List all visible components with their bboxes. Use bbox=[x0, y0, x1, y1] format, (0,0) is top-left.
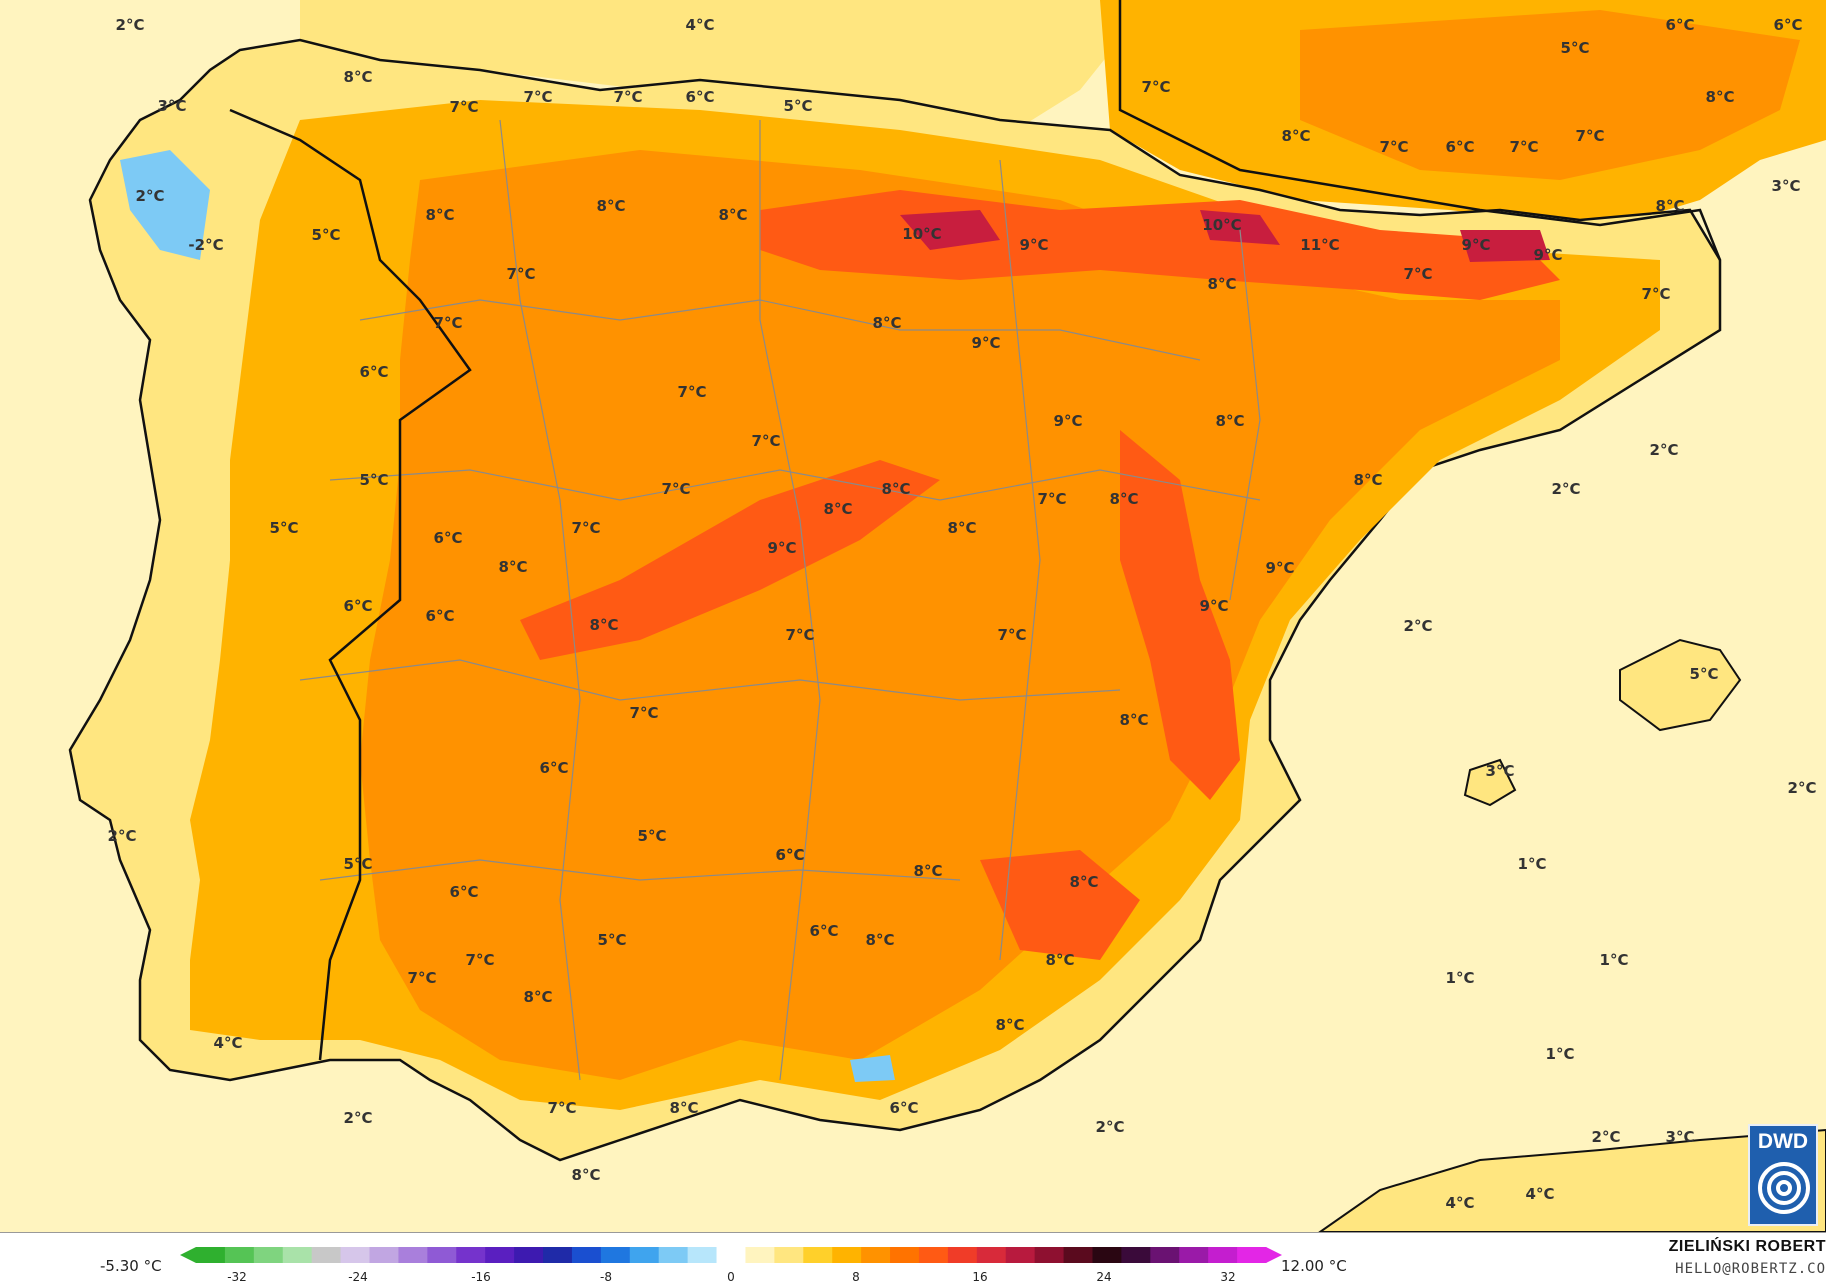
scale-swatch bbox=[224, 1247, 255, 1263]
interior-orange bbox=[360, 150, 1560, 1080]
scale-swatch bbox=[1121, 1247, 1151, 1263]
scale-swatch bbox=[514, 1247, 544, 1263]
north-africa bbox=[1318, 1128, 1826, 1232]
scale-swatch bbox=[427, 1247, 457, 1263]
scale-tick: -16 bbox=[471, 1270, 491, 1284]
hot-core-2 bbox=[1200, 210, 1280, 245]
hot-ridge-south bbox=[980, 850, 1140, 960]
scale-swatch bbox=[687, 1247, 718, 1263]
scale-swatch bbox=[282, 1247, 313, 1263]
hot-core-3 bbox=[1460, 230, 1550, 262]
scale-swatch bbox=[1005, 1247, 1036, 1263]
scale-swatch bbox=[1034, 1247, 1065, 1263]
scale-swatch bbox=[861, 1247, 891, 1263]
hot-ridge-central bbox=[520, 460, 940, 660]
cold-sierra-nevada bbox=[850, 1055, 895, 1082]
scale-swatch bbox=[196, 1247, 226, 1263]
scale-swatch bbox=[890, 1247, 920, 1263]
scale-max-value: 12.00 °C bbox=[1281, 1257, 1347, 1275]
ibiza bbox=[1463, 758, 1517, 807]
scale-tick: 24 bbox=[1096, 1270, 1112, 1284]
scale-swatch bbox=[745, 1247, 775, 1263]
scale-swatch bbox=[1092, 1247, 1122, 1263]
scale-swatch bbox=[976, 1247, 1007, 1263]
author-name: ZIELIŃSKI ROBERT bbox=[1668, 1238, 1826, 1255]
scale-swatch bbox=[311, 1247, 342, 1263]
scale-swatch bbox=[947, 1247, 978, 1263]
scale-tick: 32 bbox=[1220, 1270, 1236, 1284]
scale-swatch bbox=[774, 1247, 804, 1263]
cold-galicia bbox=[120, 150, 210, 260]
scale-swatch bbox=[253, 1247, 284, 1263]
scale-arrow-right bbox=[1266, 1247, 1282, 1263]
scale-min-value: -5.30 °C bbox=[100, 1257, 162, 1275]
scale-swatch bbox=[832, 1247, 862, 1263]
scale-swatch bbox=[485, 1247, 515, 1263]
scale-tick: 0 bbox=[727, 1270, 735, 1284]
france-east-hot bbox=[1300, 10, 1800, 180]
scale-swatch bbox=[571, 1247, 602, 1263]
scale-tick: 8 bbox=[852, 1270, 860, 1284]
scale-tick: 16 bbox=[972, 1270, 988, 1284]
scale-swatch bbox=[716, 1247, 746, 1263]
scale-swatch bbox=[658, 1247, 689, 1263]
hot-ridge-east bbox=[1120, 430, 1240, 800]
mallorca bbox=[1619, 638, 1742, 732]
scale-swatch bbox=[543, 1247, 573, 1263]
scale-arrow-left bbox=[180, 1247, 196, 1263]
scale-tick: -32 bbox=[227, 1270, 247, 1284]
swirl-icon bbox=[1758, 1162, 1810, 1214]
scale-swatch bbox=[1208, 1247, 1238, 1263]
scale-swatch bbox=[600, 1247, 631, 1263]
dwd-logo: DWD bbox=[1748, 1124, 1818, 1226]
scale-swatch bbox=[1179, 1247, 1209, 1263]
scale-swatch bbox=[803, 1247, 833, 1263]
portugal-border bbox=[229, 108, 472, 1061]
dwd-logo-text: DWD bbox=[1757, 1130, 1809, 1153]
scale-tick: -24 bbox=[348, 1270, 368, 1284]
scale-swatch bbox=[456, 1247, 486, 1263]
scale-swatch bbox=[340, 1247, 371, 1263]
map-canvas bbox=[0, 0, 1826, 1232]
hot-core-1 bbox=[900, 210, 1000, 250]
scale-swatch bbox=[369, 1247, 399, 1263]
scale-swatch bbox=[918, 1247, 949, 1263]
scale-swatch bbox=[1150, 1247, 1180, 1263]
scale-swatch bbox=[1237, 1247, 1267, 1263]
province-borders bbox=[299, 119, 1261, 1081]
color-scale-bar bbox=[180, 1247, 1282, 1263]
scale-swatch bbox=[398, 1247, 428, 1263]
scale-tick: -8 bbox=[600, 1270, 612, 1284]
france-border bbox=[1118, 0, 1722, 261]
scale-swatch bbox=[629, 1247, 660, 1263]
temperature-map: 2°C 4°C 6°C 6°C 5°C 3°C 8°C 7°C 7°C 7°C … bbox=[0, 0, 1826, 1232]
author-email: HELLO@ROBERTZ.CO bbox=[1675, 1261, 1826, 1277]
scale-swatch bbox=[1063, 1247, 1093, 1263]
